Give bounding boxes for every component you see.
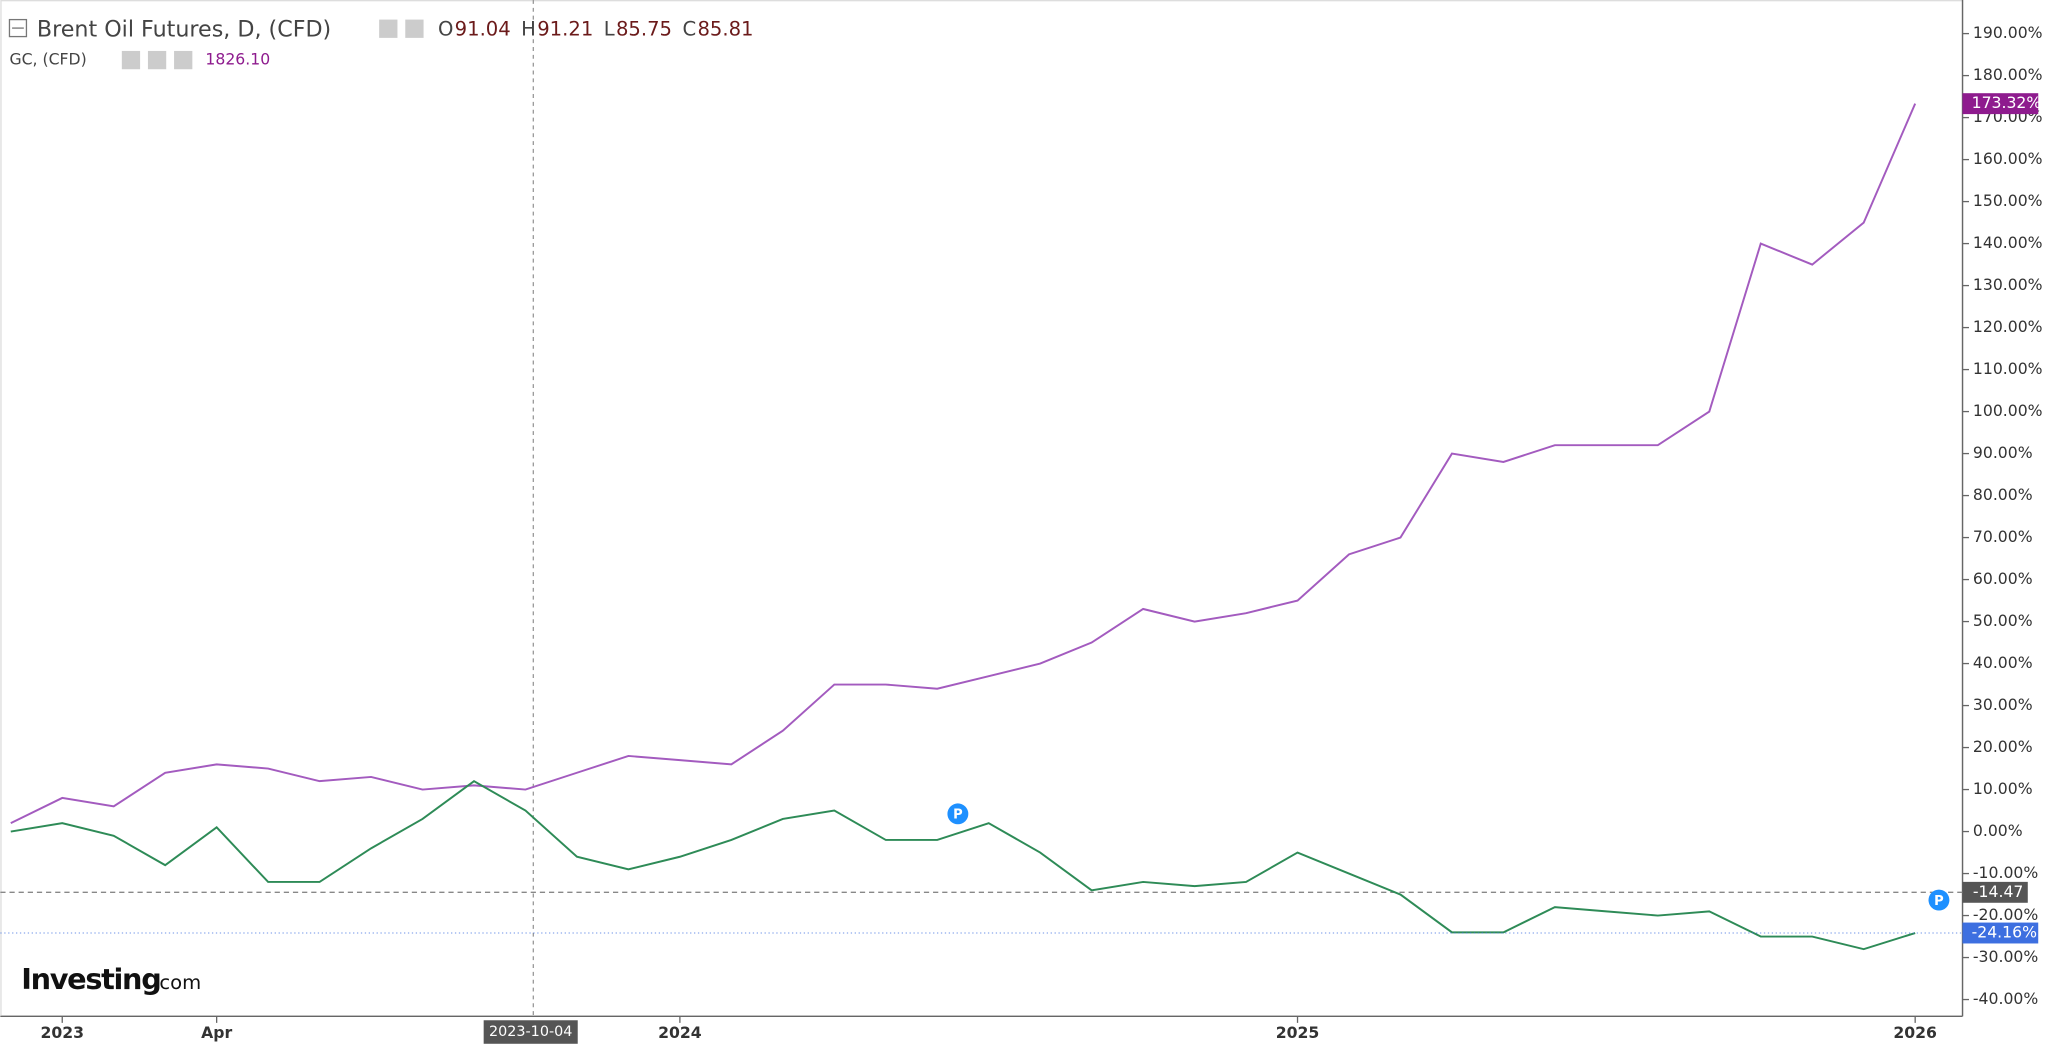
y-tick-label: -40.00% [1973,989,2038,1008]
y-tick-label: 30.00% [1973,695,2033,714]
logo: Investing [21,962,160,996]
y-tick-label: 110.00% [1973,359,2043,378]
x-tick-label: 2023 [40,1023,84,1042]
ohlc-key: L [604,18,615,41]
y-tick-label: 140.00% [1973,233,2043,252]
y-tick-label: 50.00% [1973,611,2033,630]
y-tick-label: 100.00% [1973,401,2043,420]
y-tick-label: 10.00% [1973,779,2033,798]
event-marker [947,803,969,825]
ohlc-key: C [682,18,696,41]
remove-icon[interactable] [174,50,193,70]
crosshair-label: 2023-10-04 [489,1024,572,1040]
reference-label: -14.47 [1973,882,2023,901]
y-tick-label: 70.00% [1973,527,2033,546]
event-marker [1928,889,1950,911]
last-value-bg [1962,93,2039,115]
x-tick-label: Apr [201,1023,232,1042]
y-tick-label: -10.00% [1973,863,2038,882]
x-tick-label: 2026 [1893,1023,1937,1042]
y-tick-label: -20.00% [1973,905,2038,924]
ohlc-value: 85.75 [616,18,672,41]
last-value-label: -24.16% [1972,923,2037,942]
ohlc-value: 91.21 [537,18,593,41]
y-tick-label: 160.00% [1973,149,2043,168]
y-tick-label: 130.00% [1973,275,2043,294]
visibility-icon[interactable] [121,50,141,70]
y-tick-label: 120.00% [1973,317,2043,336]
settings-icon[interactable] [147,50,167,70]
series-line [10,103,1917,825]
last-value-bg [1962,922,2039,944]
legend-title: Brent Oil Futures, D, (CFD) [37,17,331,43]
y-tick-label: 0.00% [1973,821,2023,840]
y-tick-label: 190.00% [1973,23,2043,42]
y-tick-label: -30.00% [1973,947,2038,966]
series-line [10,779,1916,951]
y-tick-label: 60.00% [1973,569,2033,588]
y-tick-label: 20.00% [1973,737,2033,756]
y-tick-label: 40.00% [1973,653,2033,672]
y-tick-label: 180.00% [1973,65,2043,84]
crosshair-label-bg [483,1020,578,1044]
second-value: 1826.10 [205,50,270,69]
ohlc-value: 85.81 [697,18,753,41]
event-marker-label: P [1934,894,1944,909]
second-symbol: GC, (CFD) [9,50,86,69]
ohlc-key: O [438,18,453,41]
logo-suffix: .com [153,971,201,994]
reference-label-bg [1962,881,2028,903]
visibility-icon[interactable] [379,19,398,38]
collapse-icon[interactable] [8,18,28,38]
y-tick-label: 150.00% [1973,191,2043,210]
y-tick-label: 80.00% [1973,485,2033,504]
event-marker-label: P [953,808,963,823]
ohlc-key: H [521,18,536,41]
x-tick-label: 2025 [1276,1023,1320,1042]
ohlc-value: 91.04 [455,18,511,41]
y-tick-label: 90.00% [1973,443,2033,462]
last-value-label: 173.32% [1972,93,2042,112]
x-tick-label: 2024 [658,1023,702,1042]
settings-icon[interactable] [405,19,424,38]
